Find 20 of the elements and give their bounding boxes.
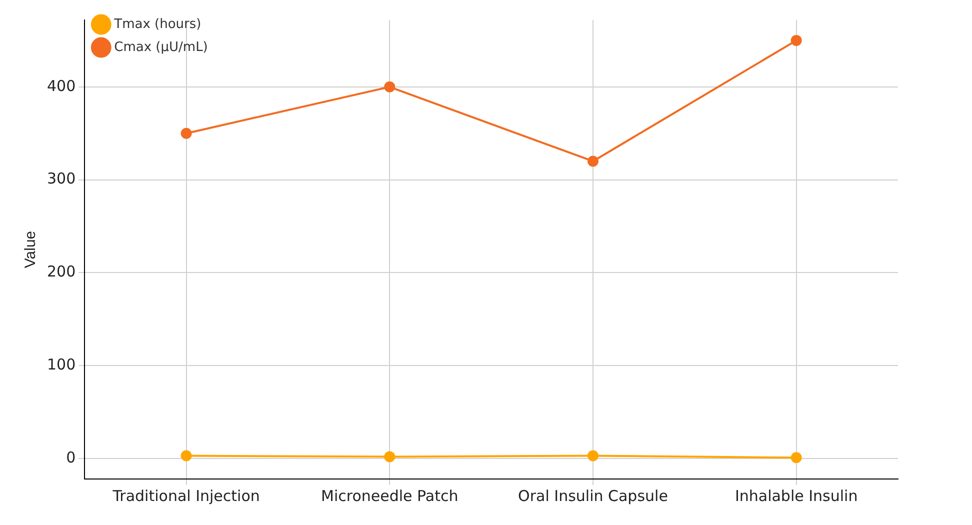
y-tick-label: 400 bbox=[46, 76, 76, 95]
point bbox=[587, 450, 598, 462]
point bbox=[790, 452, 802, 464]
point bbox=[587, 156, 598, 167]
y-tick-label: 300 bbox=[46, 170, 76, 188]
legend-label: Tmax (hours) bbox=[113, 16, 202, 32]
point bbox=[180, 128, 192, 139]
x-tick-label: Inhalable Insulin bbox=[734, 486, 858, 505]
x-tick-label: Microneedle Patch bbox=[321, 486, 458, 505]
y-tick-label: 0 bbox=[66, 448, 76, 466]
y-axis-title: Value bbox=[22, 230, 40, 268]
point bbox=[180, 450, 192, 462]
point bbox=[384, 451, 396, 462]
y-tick-label: 100 bbox=[46, 356, 76, 374]
point bbox=[384, 81, 396, 92]
point bbox=[790, 34, 802, 46]
y-tick-label: 200 bbox=[46, 262, 76, 281]
x-tick-label: Oral Insulin Capsule bbox=[518, 486, 668, 505]
x-tick-label: Traditional Injection bbox=[112, 486, 260, 505]
legend-label: Cmax (μU/mL) bbox=[114, 40, 208, 55]
